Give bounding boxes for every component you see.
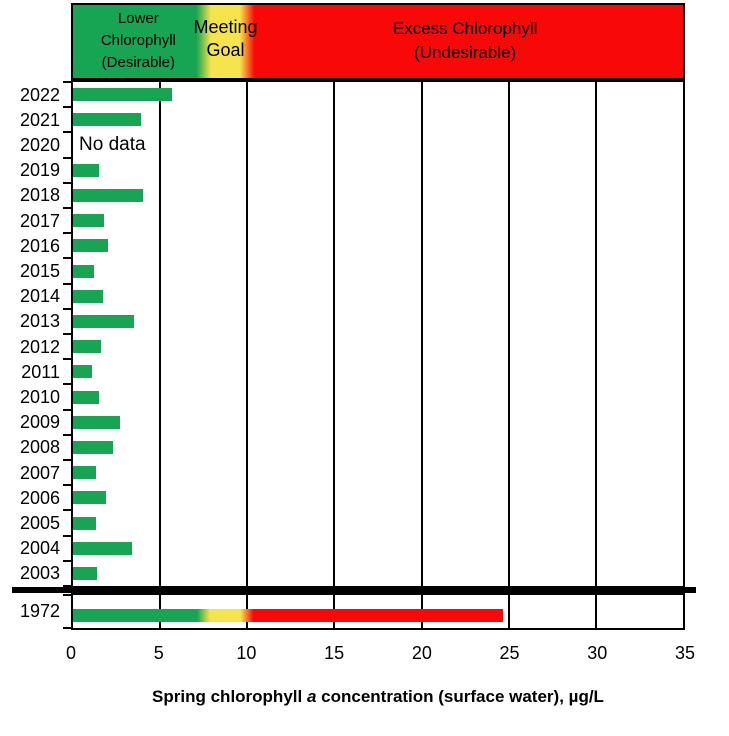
x-axis-title: Spring chlorophyll a concentration (surf…: [36, 686, 720, 708]
gridline-30: [594, 595, 597, 628]
bar-2007: [73, 466, 96, 480]
bar-1972: [73, 609, 504, 622]
bar-2021: [73, 113, 141, 127]
gridline-25: [507, 595, 510, 628]
year-label-2014: 2014: [19, 286, 60, 307]
bar-2010: [73, 390, 100, 404]
y-axis-tick: [63, 307, 71, 310]
year-label-2008: 2008: [19, 437, 60, 458]
year-label-2017: 2017: [19, 210, 60, 231]
panel-separator: [12, 587, 696, 593]
bar-2005: [73, 516, 96, 530]
x-axis-title-suffix: concentration (surface water), µg/L: [316, 687, 604, 706]
zone-label-meeting-goal: Meeting Goal: [193, 17, 258, 60]
year-label-1972: 1972: [19, 601, 60, 621]
y-axis-tick: [63, 181, 71, 184]
plot-area: No data: [71, 80, 685, 588]
y-axis-tick: [63, 509, 71, 512]
zone-label-excess-chlorophyll: Excess Chlorophyll (Undesirable): [392, 19, 538, 62]
y-axis-tick: [63, 358, 71, 361]
bar-2013: [73, 314, 134, 328]
gridline-30: [594, 82, 597, 586]
year-label-2004: 2004: [19, 538, 60, 559]
x-tick-label-15: 15: [324, 643, 345, 663]
goal-zone-band: Lower Chlorophyll (Desirable) Meeting Goal Ex…: [71, 3, 685, 80]
x-tick-label-30: 30: [587, 643, 608, 663]
x-tick-label-35: 35: [674, 643, 696, 663]
y-axis-tick: [63, 232, 71, 235]
x-axis-title-italic-a: a: [306, 687, 317, 706]
y-axis-tick: [63, 459, 71, 461]
x-axis-title-prefix: Spring chlorophyll: [152, 687, 307, 706]
gridline-15: [333, 82, 336, 586]
x-tick-label-20: 20: [411, 643, 432, 663]
bar-2009: [73, 415, 121, 429]
bar-2012: [73, 340, 101, 354]
y-axis-tick: [63, 383, 71, 386]
bar-2004: [73, 541, 133, 555]
y-axis-tick: [63, 156, 71, 159]
y-axis-tick: [63, 408, 71, 411]
y-axis-tick: [63, 534, 71, 537]
year-label-2018: 2018: [19, 185, 60, 206]
y-axis-tick: [63, 282, 71, 285]
y-axis-tick-1972: [63, 594, 71, 596]
bar-2018: [73, 188, 143, 202]
x-tick-label-5: 5: [153, 643, 164, 663]
year-label-2011: 2011: [21, 361, 60, 382]
x-tick-label-25: 25: [499, 643, 520, 663]
bar-2008: [73, 440, 114, 454]
gridline-20: [420, 82, 423, 586]
year-label-2016: 2016: [19, 235, 60, 256]
bar-2011: [73, 365, 93, 379]
year-label-2015: 2015: [19, 261, 60, 281]
x-axis-tick-labels: 0 5 10 15 20 25 30 35: [66, 642, 695, 664]
bar-2017: [73, 214, 105, 228]
bar-2015: [73, 264, 94, 278]
bar-2014: [73, 289, 103, 303]
year-label-2013: 2013: [19, 311, 60, 332]
y-axis-tick: [63, 433, 71, 436]
y-axis-tick: [63, 333, 71, 335]
year-label-2010: 2010: [19, 387, 60, 407]
y-axis-tick: [63, 207, 71, 209]
bar-2019: [73, 163, 100, 177]
bar-2006: [73, 491, 107, 505]
y-axis-tick: [63, 106, 71, 109]
year-label-2005: 2005: [19, 513, 60, 533]
y-axis-tick: [63, 484, 71, 487]
bar-2022: [73, 88, 173, 102]
gridline-25: [507, 82, 510, 586]
year-label-2022: 2022: [19, 84, 60, 105]
bar-2016: [73, 239, 108, 253]
y-axis-tick: [63, 559, 71, 562]
year-label-2020: 2020: [19, 135, 60, 155]
x-tick-label-0: 0: [65, 643, 76, 663]
y-axis-tick: [63, 257, 71, 260]
x-tick-label-10: 10: [236, 643, 257, 663]
no-data-label: No data: [79, 134, 146, 155]
y-axis-tick-1972: [63, 627, 71, 629]
bar-2003: [73, 566, 98, 580]
panel-1972: [71, 593, 685, 630]
y-axis-tick: [63, 81, 71, 83]
gridline-5: [159, 82, 162, 586]
year-label-2006: 2006: [19, 487, 60, 508]
gridline-10: [246, 82, 249, 586]
year-label-2021: 2021: [19, 109, 60, 130]
year-label-2007: 2007: [19, 462, 60, 483]
zone-label-lower-chlorophyll: Lower Chlorophyll (Desirable): [100, 10, 176, 71]
year-label-2012: 2012: [19, 336, 60, 357]
y-axis-tick: [63, 131, 71, 134]
year-label-2019: 2019: [19, 160, 60, 181]
year-label-2003: 2003: [19, 563, 60, 584]
y-axis-tick: [63, 585, 71, 587]
year-label-2009: 2009: [19, 412, 60, 433]
